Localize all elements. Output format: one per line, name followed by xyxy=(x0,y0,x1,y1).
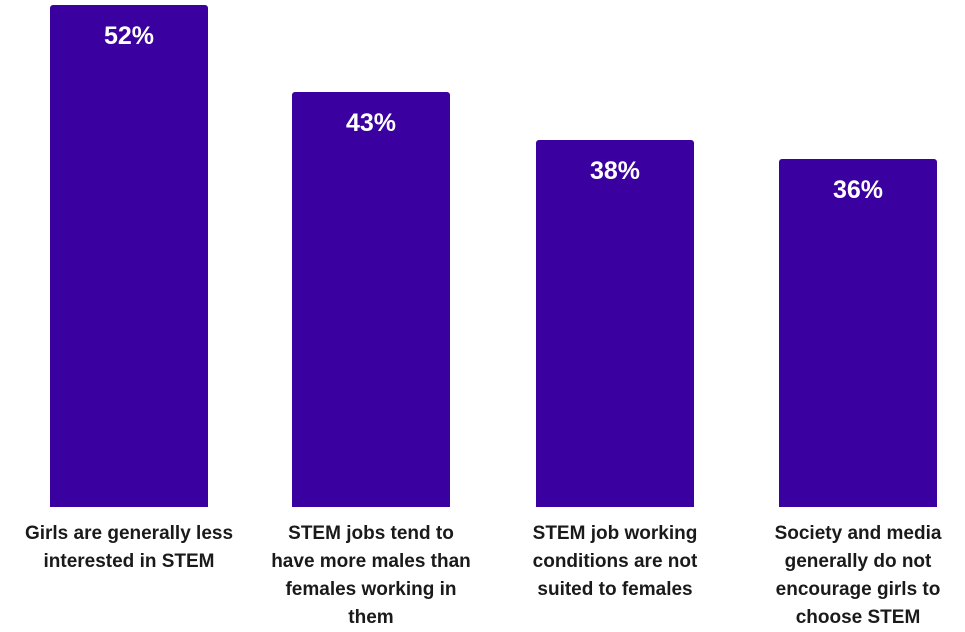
bar-value-label: 52% xyxy=(103,22,155,50)
category-label: STEM jobs tend to have more males than f… xyxy=(271,523,471,628)
bar-value-label: 43% xyxy=(345,108,397,137)
bar-society-media-not-encourage xyxy=(779,159,937,507)
bar-conditions-not-suited xyxy=(536,140,694,507)
bar-girls-less-interested xyxy=(50,5,208,507)
bar-value-label: 38% xyxy=(589,157,641,186)
category-label: STEM job working conditions are not suit… xyxy=(532,523,698,600)
category-label: Society and media generally do not encou… xyxy=(774,523,942,628)
bar-value-label: 36% xyxy=(832,176,884,205)
category-label: Girls are generally less interested in S… xyxy=(24,523,234,572)
bar-more-males-in-stem-jobs xyxy=(292,91,450,507)
